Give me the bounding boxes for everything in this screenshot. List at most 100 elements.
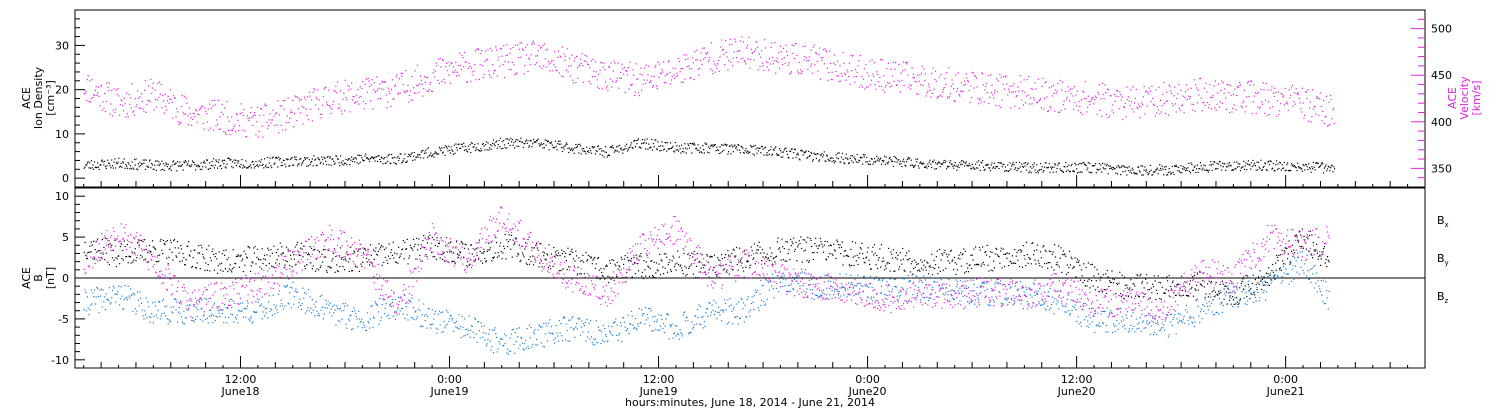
density-point (160, 169, 162, 171)
velocity-point (755, 41, 757, 43)
density-point (734, 144, 736, 146)
velocity-point (775, 72, 777, 74)
density-point (373, 158, 375, 160)
density-point (211, 160, 213, 163)
velocity-point (786, 50, 788, 52)
density-point (723, 149, 725, 151)
bx-point (906, 259, 908, 261)
density-point (869, 160, 871, 162)
velocity-point (587, 64, 589, 66)
bx-point (673, 257, 675, 259)
bx-point (169, 248, 171, 250)
density-point (352, 158, 354, 160)
bx-point (552, 265, 554, 267)
velocity-point (1208, 104, 1210, 106)
velocity-point (474, 50, 477, 52)
bx-point (542, 251, 544, 253)
density-point (546, 139, 548, 142)
velocity-point (572, 82, 574, 84)
velocity-point (1244, 111, 1246, 113)
density-point (162, 168, 164, 170)
bx-point (996, 254, 999, 256)
bx-point (151, 240, 154, 242)
bx-point (1118, 282, 1120, 284)
velocity-point (968, 89, 970, 92)
velocity-point (1064, 108, 1066, 110)
density-point (167, 163, 169, 165)
density-point (1258, 166, 1260, 168)
density-point (1057, 164, 1059, 166)
bx-point (819, 244, 821, 246)
density-point (744, 150, 746, 152)
bx-point (836, 239, 838, 241)
density-point (1000, 162, 1002, 164)
bx-point (1000, 250, 1002, 252)
bx-point (1232, 296, 1234, 298)
velocity-point (682, 81, 684, 83)
velocity-point (446, 70, 448, 72)
density-point (313, 155, 315, 157)
velocity-point (864, 88, 866, 90)
density-point (765, 154, 767, 156)
velocity-point (1312, 89, 1314, 91)
bottom-left-tick-label: 5 (62, 231, 69, 244)
density-point (1321, 162, 1323, 164)
bx-point (319, 266, 321, 269)
density-point (566, 143, 568, 145)
density-point (833, 160, 835, 162)
velocity-point (930, 96, 932, 98)
bx-point (512, 239, 514, 241)
density-point (1261, 169, 1264, 171)
density-point (185, 161, 187, 163)
x-tick-sublabel: June20 (1057, 385, 1096, 398)
bx-point (195, 267, 197, 269)
velocity-point (1324, 116, 1326, 118)
bx-point (660, 259, 662, 261)
bx-point (532, 255, 534, 257)
density-point (796, 154, 798, 156)
density-point (186, 164, 188, 166)
velocity-point (130, 107, 132, 109)
bx-point (902, 247, 904, 250)
density-point (93, 161, 96, 163)
bx-point (1009, 261, 1011, 263)
velocity-point (1033, 99, 1035, 101)
bx-point (478, 239, 480, 241)
velocity-point (1053, 92, 1055, 94)
bx-point (1203, 272, 1205, 274)
bx-point (152, 246, 154, 248)
density-point (140, 163, 143, 165)
density-point (222, 159, 224, 161)
density-point (194, 164, 196, 166)
density-point (332, 158, 334, 160)
density-point (327, 155, 329, 157)
density-point (1049, 171, 1051, 173)
density-point (303, 159, 305, 162)
velocity-point (1264, 112, 1266, 114)
velocity-point (253, 112, 255, 114)
velocity-point (423, 76, 426, 78)
velocity-point (130, 97, 132, 99)
density-point (1090, 171, 1092, 174)
velocity-point (655, 65, 657, 67)
bx-point (1279, 268, 1281, 270)
velocity-point (1126, 86, 1128, 88)
bx-point (271, 265, 273, 267)
bx-point (604, 278, 606, 280)
density-point (1178, 166, 1180, 169)
density-point (1071, 163, 1073, 165)
density-point (1252, 159, 1254, 161)
bx-point (247, 246, 249, 248)
velocity-point (1085, 97, 1087, 99)
velocity-point (255, 134, 257, 136)
bx-point (1120, 292, 1122, 295)
density-point (761, 145, 763, 148)
velocity-point (1228, 112, 1231, 114)
velocity-point (990, 92, 992, 94)
velocity-point (725, 51, 727, 53)
density-point (1243, 168, 1245, 170)
density-point (954, 162, 956, 164)
velocity-point (469, 65, 471, 67)
velocity-point (304, 99, 306, 101)
velocity-point (1209, 84, 1211, 86)
